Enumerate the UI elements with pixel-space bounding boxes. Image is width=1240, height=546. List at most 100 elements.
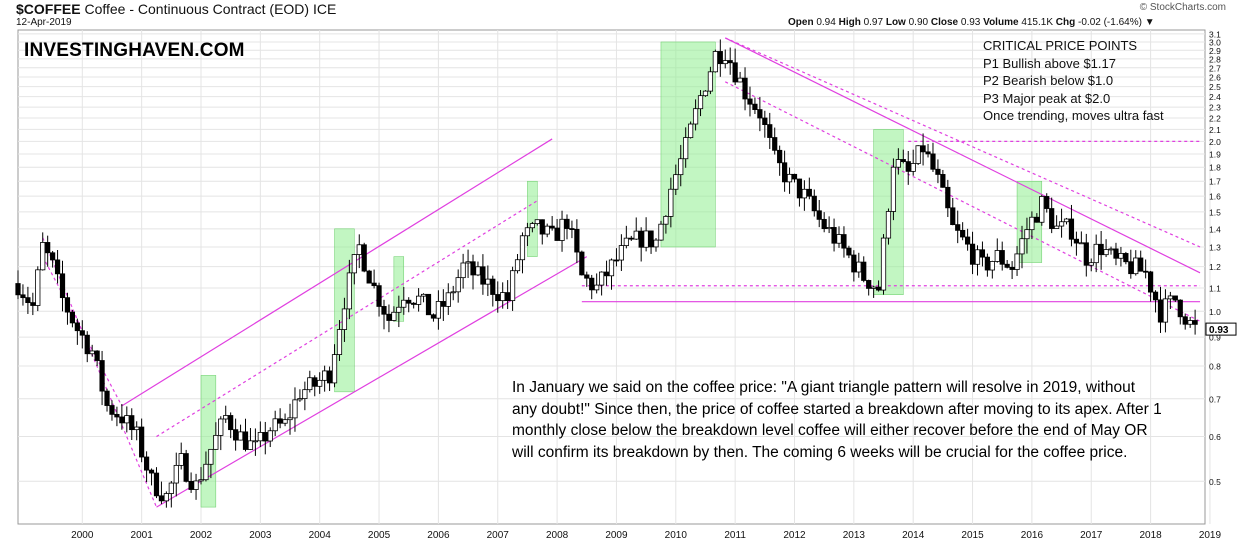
candle-up [485, 278, 491, 285]
candle-up [465, 261, 471, 264]
candle-down [312, 377, 318, 387]
candle-down [875, 286, 882, 291]
candle-down [935, 168, 941, 175]
candle-down [376, 285, 382, 307]
candle-down [143, 456, 150, 471]
candle-down [1152, 291, 1159, 301]
candle-down [1138, 257, 1144, 272]
candle-down [589, 277, 595, 291]
high-value: 0.97 [863, 17, 884, 28]
candle-down [84, 334, 90, 355]
candle-up [1054, 225, 1060, 229]
candle-up [786, 173, 793, 183]
candle-up [173, 464, 179, 484]
candle-down [782, 162, 788, 183]
candle-down [1044, 196, 1050, 209]
candle-up [203, 463, 209, 481]
candle-up [267, 430, 273, 442]
candle-down [777, 149, 783, 164]
x-tick-label: 2015 [961, 530, 984, 541]
candle-up [974, 249, 981, 265]
y-tick-label: 2.9 [1209, 46, 1221, 56]
candle-up [623, 237, 629, 246]
candle-up [885, 211, 892, 239]
candle-up [544, 225, 550, 235]
x-tick-label: 2016 [1021, 530, 1044, 541]
candle-up [826, 227, 832, 230]
y-tick-label: 2.0 [1209, 137, 1221, 147]
candle-up [895, 159, 901, 168]
chart-title: $COFFEE Coffee - Continuous Contract (EO… [16, 1, 336, 17]
candle-up [1078, 242, 1084, 245]
candle-down [1049, 208, 1055, 229]
x-tick-label: 2012 [783, 530, 806, 541]
candle-down [54, 259, 61, 275]
candle-up [618, 245, 624, 261]
volume-value: 415.1K [1021, 17, 1054, 28]
y-tick-label: 2.8 [1209, 54, 1221, 64]
candle-up [836, 234, 842, 244]
candle-down [406, 299, 412, 304]
candle-down [950, 207, 956, 226]
candle-up [416, 295, 422, 305]
candle-up [890, 166, 897, 212]
y-tick-label: 2.6 [1209, 73, 1221, 83]
x-tick-label: 2008 [546, 530, 569, 541]
candle-up [401, 299, 407, 308]
candle-up [455, 277, 461, 293]
candle-down [841, 234, 847, 249]
candle-down [148, 469, 155, 474]
candle-up [351, 254, 357, 274]
candle-up [1108, 248, 1114, 251]
down-arrow-icon: ▼ [1144, 17, 1155, 28]
x-tick-label: 2005 [368, 530, 391, 541]
candle-up [213, 434, 219, 450]
candle-down [603, 271, 610, 277]
candle-up [1024, 229, 1030, 240]
candle-down [806, 188, 812, 197]
candle-down [495, 294, 501, 302]
y-tick-label: 2.2 [1209, 114, 1221, 124]
candle-down [59, 273, 66, 299]
candle-down [1192, 320, 1198, 325]
candle-up [608, 259, 615, 277]
brand-watermark: INVESTINGHAVEN.COM [24, 40, 245, 61]
candle-down [945, 186, 951, 209]
candle-up [237, 431, 244, 441]
candle-down [900, 159, 906, 163]
x-tick-label: 2004 [309, 530, 332, 541]
ohlc-readout: Open 0.94 High 0.97 Low 0.90 Close 0.93 … [788, 17, 1155, 28]
candle-up [673, 174, 679, 190]
annotation-text: In January we said on the coffee price: … [512, 379, 1162, 461]
candle-down [430, 314, 437, 319]
candle-down [732, 62, 738, 83]
candle-down [104, 390, 110, 406]
symbol: $COFFEE [16, 1, 81, 17]
high-label: High [838, 17, 861, 28]
y-tick-label: 3.1 [1209, 29, 1221, 39]
candle-up [1162, 298, 1169, 323]
candle-up [559, 218, 565, 241]
candle-down [1182, 316, 1188, 325]
candle-down [960, 229, 966, 238]
candle-up [247, 440, 254, 450]
candle-down [796, 178, 803, 199]
candle-up [302, 389, 308, 399]
candle-down [762, 117, 768, 125]
candle-down [979, 249, 986, 258]
candle-up [475, 266, 481, 276]
candle-up [633, 230, 639, 240]
candle-up [529, 223, 535, 229]
candle-down [50, 252, 56, 261]
candle-up [643, 230, 649, 248]
candle-up [124, 415, 130, 424]
x-tick-label: 2011 [724, 530, 746, 541]
candle-down [74, 322, 80, 332]
candle-down [925, 151, 931, 155]
candle-down [440, 301, 446, 307]
candle-up [420, 293, 427, 297]
candle-down [30, 302, 36, 306]
chg-value: -0.02 (-1.64%) [1078, 17, 1142, 28]
candle-down [242, 431, 249, 450]
trendline [121, 138, 553, 407]
